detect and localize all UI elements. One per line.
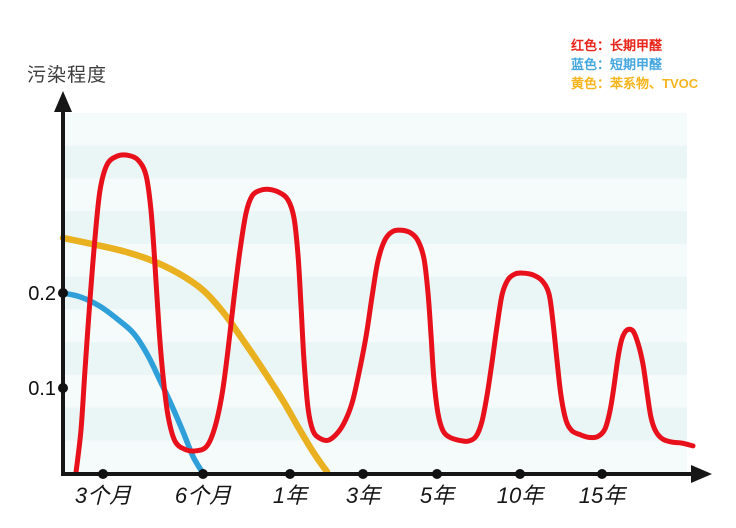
y-tick-label-01: 0.1 — [28, 378, 56, 400]
benzene-tvoc-curve — [59, 234, 331, 475]
x-axis-arrow-icon — [691, 465, 712, 483]
x-tick-dot-5years — [432, 469, 442, 479]
background-band — [63, 145, 687, 179]
background-band — [63, 178, 687, 212]
background-band — [63, 113, 687, 147]
background-band — [63, 440, 687, 474]
short-term-formaldehyde-curve — [60, 290, 205, 475]
legend-item-long-term-formaldehyde: 红色：长期甲醛 — [571, 38, 663, 53]
y-axis-title: 污染程度 — [27, 64, 107, 86]
y-tick-label-02: 0.2 — [28, 283, 56, 305]
y-axis — [54, 91, 72, 476]
legend-item-short-term-formaldehyde: 蓝色：短期甲醛 — [571, 57, 663, 72]
x-tick-dot-10years — [515, 469, 525, 479]
x-tick-dot-3years — [358, 469, 368, 479]
y-axis-arrow-icon — [54, 91, 72, 112]
x-tick-label-5years: 5年 — [420, 483, 456, 508]
x-tick-label-10years: 10年 — [497, 483, 545, 508]
x-tick-dot-3months — [98, 469, 108, 479]
curves-group — [59, 152, 696, 476]
legend: 红色：长期甲醛 蓝色：短期甲醛 黄色：苯系物、TVOC — [571, 36, 698, 93]
long-term-formaldehyde-curve — [73, 152, 696, 476]
x-tick-dot-1year — [285, 469, 295, 479]
y-tick-dot-01 — [58, 383, 68, 393]
background-band — [63, 211, 687, 245]
x-axis — [61, 465, 712, 483]
y-tick-dot-02 — [58, 288, 68, 298]
background-band — [63, 342, 687, 376]
x-tick-label-3months: 3个月 — [75, 483, 132, 508]
x-tick-dot-6months — [198, 469, 208, 479]
legend-item-benzene-tvoc: 黄色：苯系物、TVOC — [571, 76, 699, 91]
x-tick-label-6months: 6个月 — [175, 483, 232, 508]
background-band — [63, 374, 687, 408]
x-tick-label-1year: 1年 — [273, 483, 309, 508]
x-tick-label-3years: 3年 — [346, 483, 382, 508]
background-band — [63, 309, 687, 343]
x-tick-dot-15years — [597, 469, 607, 479]
x-tick-label-15years: 15年 — [579, 483, 627, 508]
